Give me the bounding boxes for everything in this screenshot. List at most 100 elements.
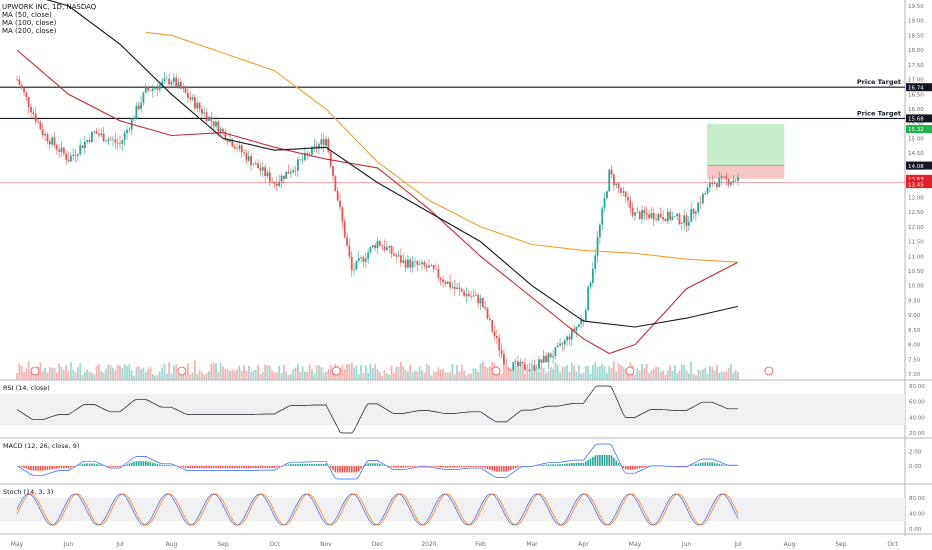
candle-body bbox=[584, 309, 587, 321]
volume-bar bbox=[203, 374, 206, 380]
candle-body bbox=[149, 90, 152, 92]
candle-body bbox=[273, 182, 276, 184]
candle-body bbox=[20, 84, 23, 89]
candle-body bbox=[299, 159, 302, 160]
candle-body bbox=[484, 307, 487, 309]
macd-histogram-bar bbox=[357, 465, 360, 472]
macd-histogram-bar bbox=[580, 462, 582, 466]
stoch-band bbox=[0, 497, 905, 522]
macd-histogram-bar bbox=[233, 465, 236, 469]
candle-body bbox=[275, 183, 278, 186]
candle-body bbox=[322, 139, 325, 146]
volume-bar bbox=[559, 372, 561, 380]
candle-body bbox=[105, 141, 107, 142]
macd-histogram-bar bbox=[70, 465, 72, 468]
macd-histogram-bar bbox=[570, 463, 573, 466]
candle-body bbox=[313, 145, 316, 147]
candle-body bbox=[680, 223, 683, 224]
volume-bar bbox=[458, 371, 461, 380]
volume-bar bbox=[48, 367, 51, 380]
macd-histogram-bar bbox=[250, 465, 252, 469]
candle-body bbox=[669, 211, 672, 220]
candle-body bbox=[154, 88, 157, 89]
volume-bar bbox=[467, 373, 470, 380]
candle-body bbox=[259, 168, 262, 171]
candle-body bbox=[430, 265, 433, 266]
candle-body bbox=[589, 282, 592, 288]
macd-histogram-bar bbox=[503, 465, 505, 472]
volume-bar bbox=[556, 365, 559, 380]
volume-bar bbox=[172, 366, 175, 380]
macd-histogram-bar bbox=[678, 465, 681, 467]
macd-histogram-bar bbox=[556, 464, 559, 466]
candle-body bbox=[683, 215, 686, 224]
volume-bar bbox=[367, 372, 370, 380]
time-tick-label: Sep bbox=[835, 541, 847, 548]
macd-histogram-bar bbox=[65, 465, 67, 469]
volume-bar bbox=[437, 367, 440, 380]
macd-histogram-bar bbox=[718, 463, 721, 466]
candle-body bbox=[308, 153, 311, 155]
macd-histogram-bar bbox=[166, 464, 168, 466]
candle-body bbox=[102, 133, 105, 142]
volume-bar bbox=[350, 362, 353, 380]
volume-bar bbox=[259, 374, 262, 380]
candle-body bbox=[123, 133, 126, 141]
macd-histogram-bar bbox=[142, 461, 145, 466]
candle-body bbox=[133, 118, 135, 120]
macd-histogram-bar bbox=[514, 465, 517, 469]
macd-histogram-bar bbox=[322, 463, 325, 466]
macd-histogram-bar bbox=[575, 462, 578, 466]
volume-bar bbox=[465, 375, 468, 380]
time-tick-label: May bbox=[629, 541, 642, 548]
macd-histogram-bar bbox=[704, 462, 707, 466]
candle-body bbox=[30, 106, 32, 113]
candle-body bbox=[566, 336, 569, 341]
volume-bar bbox=[510, 375, 512, 380]
price-tick-label: 19.50 bbox=[908, 4, 924, 10]
volume-bar bbox=[737, 371, 739, 380]
volume-bar bbox=[584, 366, 587, 380]
volume-bar bbox=[371, 367, 374, 380]
candle-body bbox=[231, 139, 234, 147]
candle-body bbox=[648, 214, 650, 219]
volume-bar bbox=[430, 375, 433, 380]
volume-bar bbox=[329, 365, 332, 380]
time-tick-label: May bbox=[11, 541, 24, 548]
macd-histogram-bar bbox=[32, 465, 35, 471]
volume-bar bbox=[346, 363, 348, 380]
time-tick-label: Nov bbox=[320, 541, 332, 548]
macd-histogram-bar bbox=[393, 465, 395, 468]
candle-body bbox=[540, 359, 543, 363]
volume-bar bbox=[257, 364, 260, 380]
time-tick-label: Oct bbox=[887, 541, 898, 548]
candle-body bbox=[392, 253, 395, 256]
volume-bar bbox=[727, 367, 730, 380]
macd-histogram-bar bbox=[596, 454, 599, 466]
price-label-badge bbox=[906, 83, 932, 92]
macd-histogram-bar bbox=[374, 463, 376, 466]
macd-histogram-bar bbox=[713, 462, 716, 466]
macd-histogram-bar bbox=[484, 465, 486, 469]
candle-body bbox=[304, 152, 306, 160]
volume-bar bbox=[297, 364, 299, 380]
candle-body bbox=[453, 287, 456, 289]
volume-bar bbox=[425, 364, 428, 380]
volume-bar bbox=[500, 373, 503, 380]
candle-body bbox=[620, 188, 622, 193]
volume-bar bbox=[327, 369, 330, 380]
candle-body bbox=[306, 152, 309, 154]
macd-histogram-bar bbox=[489, 465, 491, 470]
macd-histogram-bar bbox=[259, 465, 262, 469]
macd-histogram-bar bbox=[519, 465, 522, 467]
candle-body bbox=[144, 87, 147, 93]
volume-bar bbox=[149, 366, 152, 380]
macd-histogram-bar bbox=[229, 465, 231, 469]
volume-bar bbox=[683, 365, 686, 380]
candle-body bbox=[16, 79, 18, 81]
volume-bar bbox=[659, 371, 662, 380]
macd-histogram-bar bbox=[224, 465, 227, 469]
volume-bar bbox=[524, 373, 526, 380]
macd-histogram-bar bbox=[294, 464, 297, 466]
